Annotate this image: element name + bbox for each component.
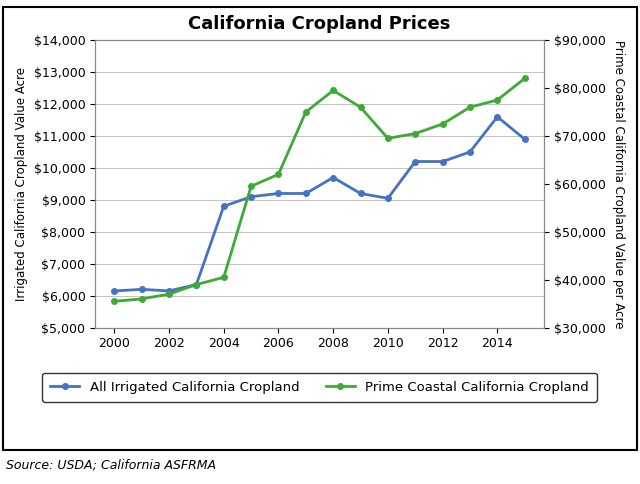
Text: Source: USDA; California ASFRMA: Source: USDA; California ASFRMA bbox=[6, 459, 216, 472]
Y-axis label: Prime Coastal California Cropland Value per Acre: Prime Coastal California Cropland Value … bbox=[612, 40, 625, 328]
Title: California Cropland Prices: California Cropland Prices bbox=[188, 15, 451, 33]
Legend: All Irrigated California Cropland, Prime Coastal California Cropland: All Irrigated California Cropland, Prime… bbox=[42, 373, 597, 402]
Y-axis label: Irrigated California Cropland Value Acre: Irrigated California Cropland Value Acre bbox=[15, 67, 28, 301]
